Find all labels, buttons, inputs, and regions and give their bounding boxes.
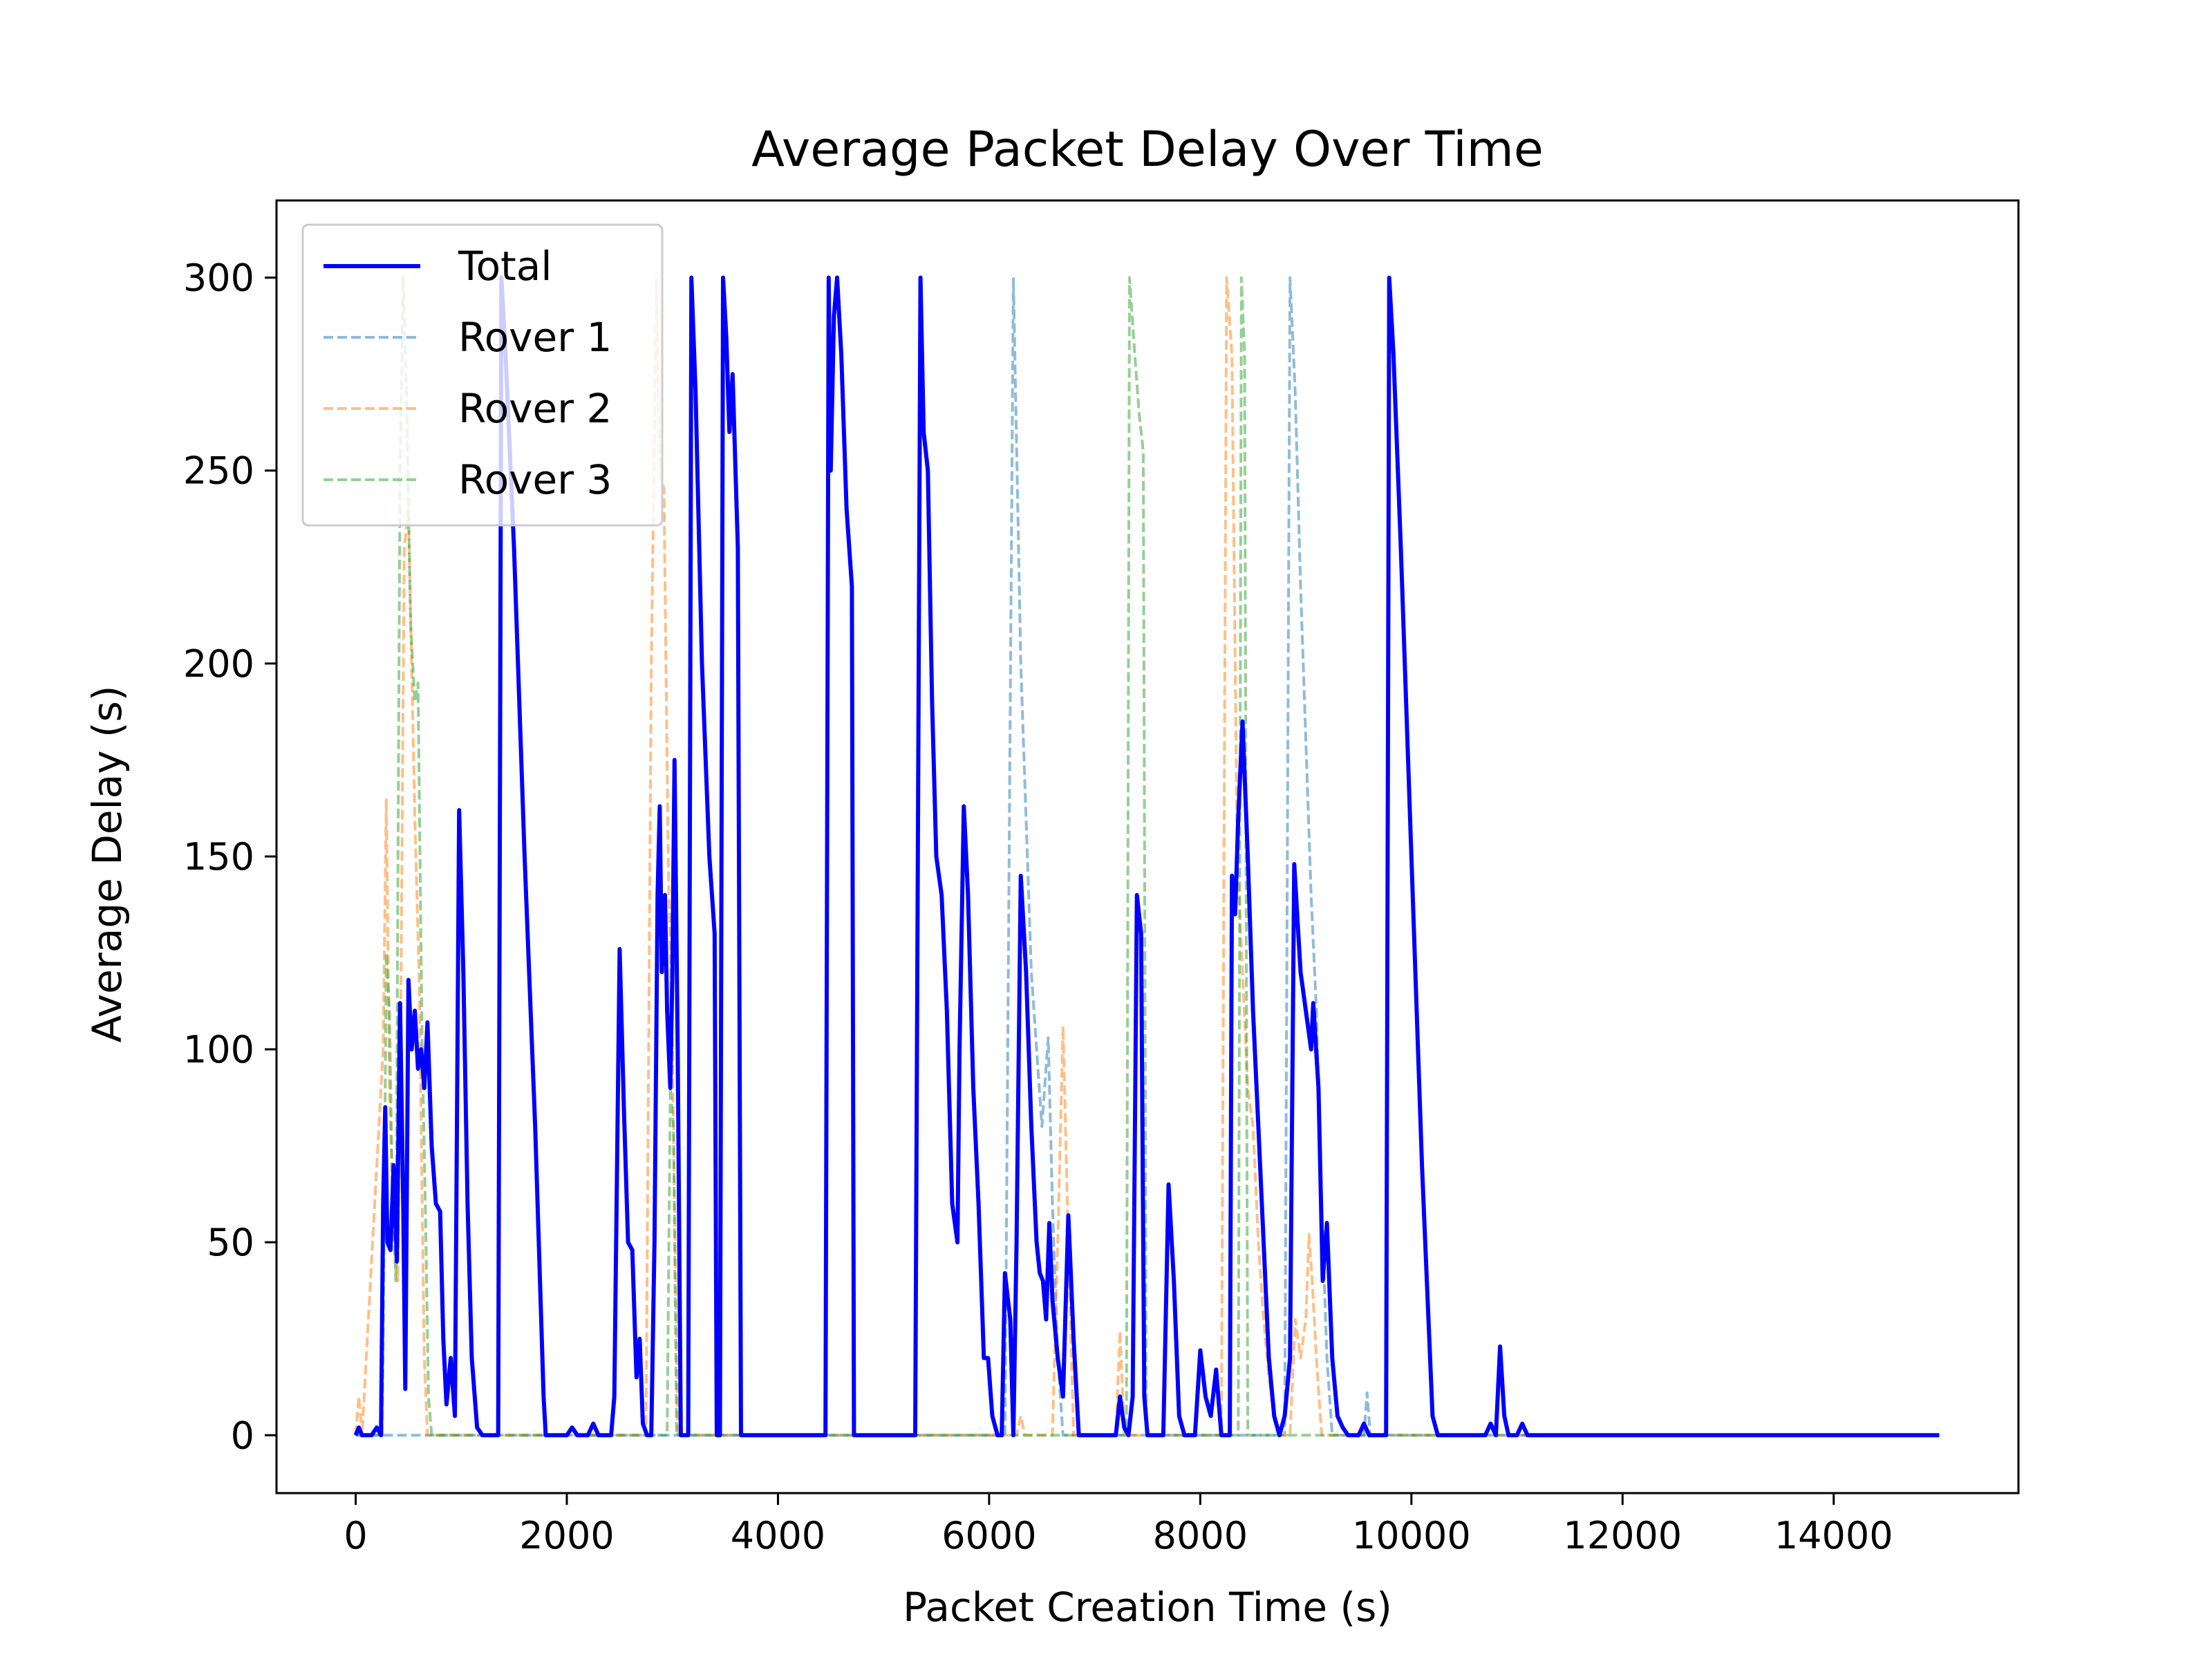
series-line-total [353, 275, 1940, 1438]
y-tick-label: 50 [207, 1221, 254, 1264]
legend-label-rover-3: Rover 3 [458, 456, 612, 503]
x-tick-label: 10000 [1352, 1514, 1471, 1557]
legend-label-rover-1: Rover 1 [458, 314, 612, 361]
y-axis-label: Average Delay (s) [84, 686, 131, 1043]
x-axis-label: Packet Creation Time (s) [903, 1584, 1392, 1631]
y-tick-label: 150 [183, 835, 254, 879]
series-line-rover-3 [355, 276, 1940, 1437]
legend-box [301, 223, 664, 527]
y-tick-label: 0 [231, 1414, 254, 1457]
x-tick-label: 14000 [1774, 1514, 1893, 1557]
y-tick-label: 100 [183, 1028, 254, 1071]
x-tick-label: 8000 [1153, 1514, 1248, 1557]
plot-frame [275, 199, 2020, 1494]
y-tick-label: 300 [183, 256, 254, 300]
x-tick-label: 0 [344, 1514, 367, 1557]
y-tick-label: 200 [183, 642, 254, 686]
legend-label-total: Total [458, 243, 552, 290]
y-tick-label: 250 [183, 449, 254, 493]
chart-title: Average Packet Delay Over Time [751, 121, 1544, 178]
x-tick-label: 2000 [519, 1514, 614, 1557]
legend-label-rover-2: Rover 2 [458, 385, 612, 432]
legend: Total Rover 1 Rover 2 Rover 3 [301, 223, 664, 527]
series-layer [353, 275, 1940, 1438]
x-tick-label: 4000 [731, 1514, 825, 1557]
x-tick-label: 6000 [941, 1514, 1036, 1557]
axes-layer: 0 2000 4000 6000 8000 10000 12000 14000 0 50 100 15… [183, 199, 2020, 1557]
x-tick-label: 12000 [1563, 1514, 1682, 1557]
